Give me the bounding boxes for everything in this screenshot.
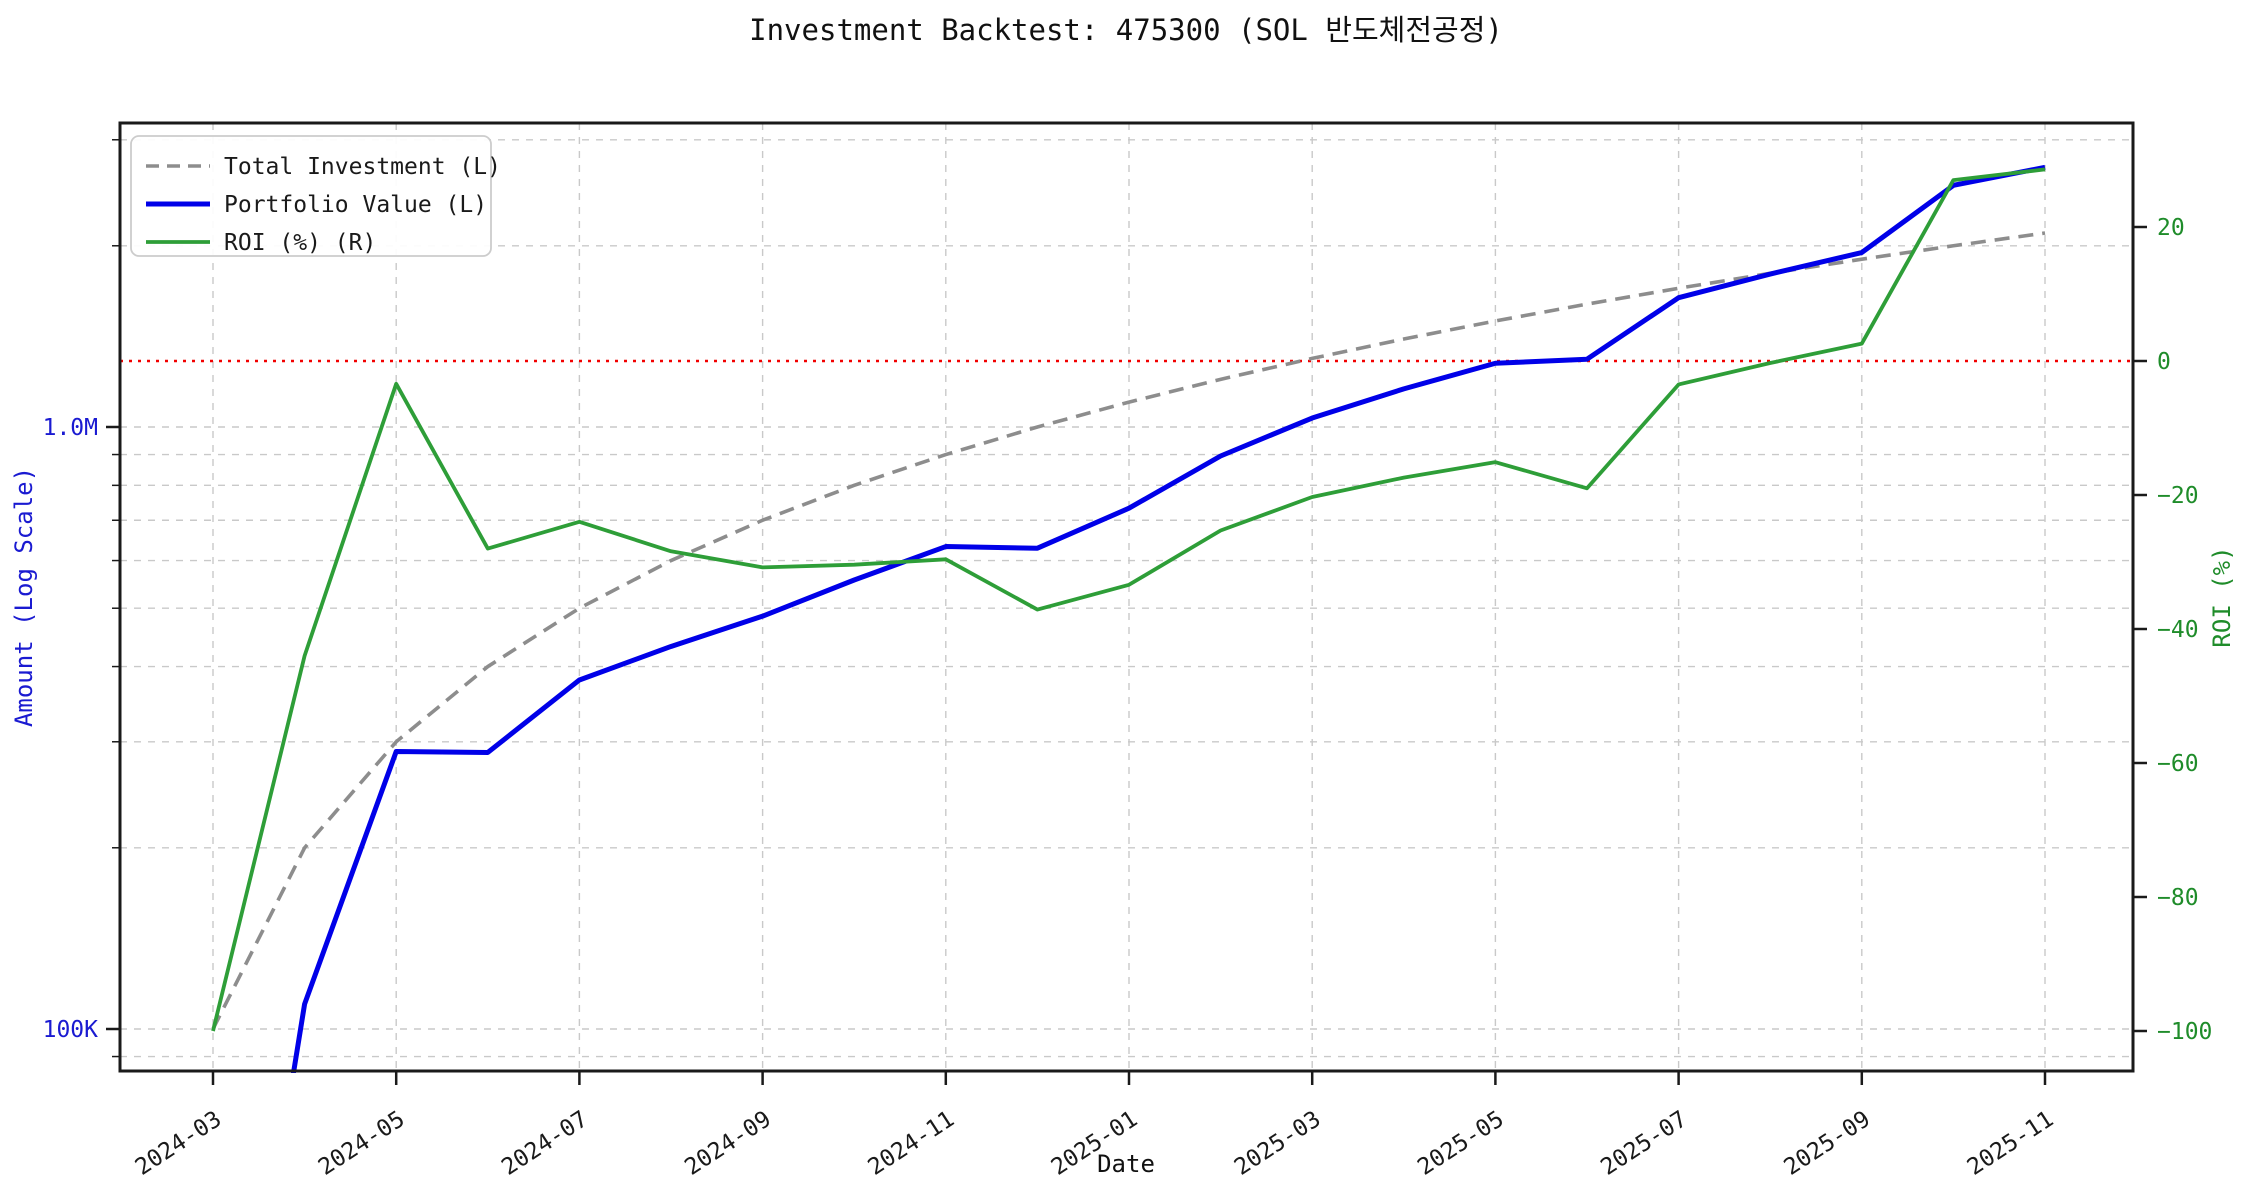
right-tick-label: −80 — [2157, 885, 2199, 911]
right-tick-label: 0 — [2157, 349, 2171, 375]
legend-label-roi: ROI (%) (R) — [224, 230, 376, 256]
left-axis-title: Amount (Log Scale) — [10, 467, 38, 727]
right-tick-label: −60 — [2157, 751, 2199, 777]
plot-border — [118, 121, 2135, 1073]
x-tick-label: 2025-09 — [1780, 1106, 1875, 1181]
x-tick-label: 2025-05 — [1413, 1106, 1508, 1181]
left-tick-label: 100K — [43, 1017, 99, 1043]
x-tick-label: 2025-03 — [1230, 1106, 1325, 1181]
chart-title: Investment Backtest: 475300 (SOL 반도체전공정) — [749, 13, 1503, 47]
x-tick-label: 2024-09 — [680, 1106, 775, 1181]
legend-box — [130, 135, 492, 257]
legend: Total Investment (L) Portfolio Value (L)… — [130, 135, 501, 257]
right-tick-label: −20 — [2157, 483, 2199, 509]
series-line-total-investment-l — [211, 231, 2046, 1030]
series-lines — [211, 164, 2046, 1073]
x-tick-label: 2024-03 — [131, 1106, 226, 1181]
series-line-portfolio-value-l — [290, 164, 2046, 1073]
gridlines — [120, 123, 2133, 1071]
left-tick-label: 1.0M — [43, 415, 98, 441]
right-tick-label: −40 — [2157, 617, 2199, 643]
x-tick-label: 2024-07 — [497, 1106, 592, 1181]
series-line-roi-r — [211, 167, 2046, 1032]
x-tick-label: 2025-11 — [1963, 1106, 2058, 1181]
legend-label-total-investment: Total Investment (L) — [224, 154, 501, 180]
x-axis-title: Date — [1097, 1150, 1155, 1178]
axes — [106, 121, 2147, 1085]
legend-label-portfolio-value: Portfolio Value (L) — [224, 192, 487, 218]
x-tick-label: 2025-07 — [1596, 1106, 1691, 1181]
right-tick-label: −100 — [2157, 1019, 2212, 1045]
x-tick-label: 2024-05 — [314, 1106, 409, 1181]
right-axis-title: ROI (%) — [2208, 546, 2236, 647]
right-tick-label: 20 — [2157, 215, 2185, 241]
x-tick-label: 2024-11 — [864, 1106, 959, 1181]
